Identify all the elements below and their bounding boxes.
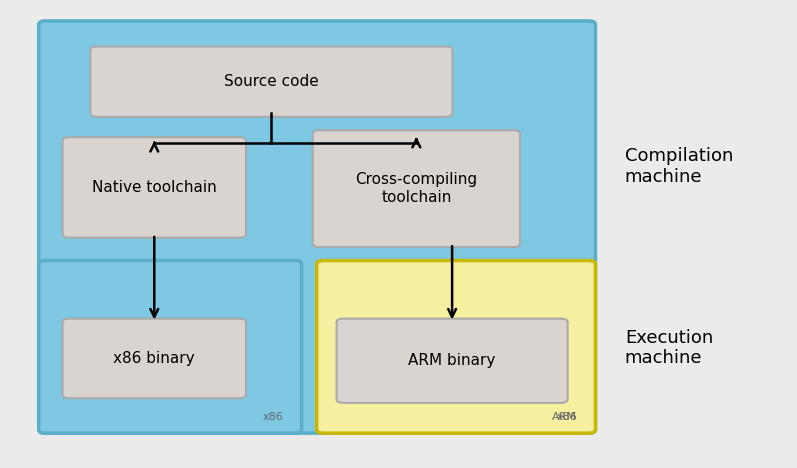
- FancyBboxPatch shape: [39, 261, 301, 433]
- Text: Compilation
machine: Compilation machine: [625, 147, 733, 186]
- Text: x86: x86: [262, 412, 284, 423]
- Text: ARM binary: ARM binary: [408, 353, 496, 368]
- Text: Source code: Source code: [224, 74, 319, 89]
- Text: x86 binary: x86 binary: [113, 351, 195, 366]
- FancyBboxPatch shape: [316, 261, 595, 433]
- FancyBboxPatch shape: [62, 137, 246, 238]
- Text: Cross-compiling
toolchain: Cross-compiling toolchain: [355, 172, 477, 205]
- FancyBboxPatch shape: [336, 319, 567, 403]
- Text: Native toolchain: Native toolchain: [92, 180, 217, 195]
- FancyBboxPatch shape: [62, 319, 246, 398]
- Text: ARM: ARM: [552, 412, 577, 423]
- Text: x86: x86: [556, 412, 577, 423]
- FancyBboxPatch shape: [39, 21, 595, 433]
- Text: Execution
machine: Execution machine: [625, 329, 713, 367]
- FancyBboxPatch shape: [90, 46, 453, 117]
- FancyBboxPatch shape: [312, 130, 520, 247]
